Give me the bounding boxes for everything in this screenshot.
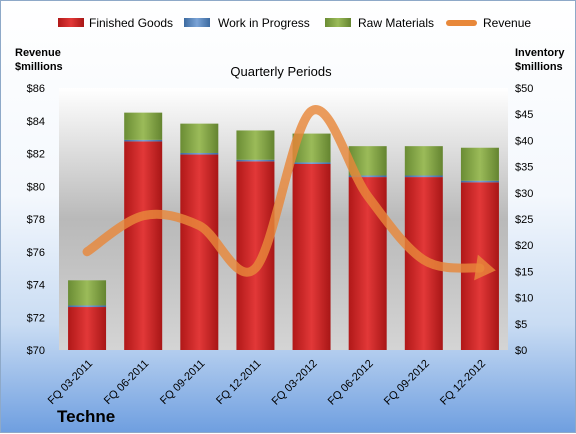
legend-label-work-in-progress: Work in Progress (218, 16, 310, 30)
x-tick-label: FQ 12-2011 (214, 358, 263, 407)
right-axis-title-line2: $millions (515, 61, 563, 73)
bar-work-in-progress-7 (460, 180, 499, 183)
left-tick-label: $76 (27, 247, 45, 259)
bar-finished-goods-0 (68, 307, 107, 350)
bar-work-in-progress-2 (180, 152, 219, 155)
x-axis: FQ 03-2011 FQ 06-2011 FQ 09-2011 FQ 12-2011… (46, 358, 488, 408)
bar-work-in-progress-5 (348, 175, 387, 178)
right-axis-title-line1: Inventory (515, 47, 565, 59)
legend-label-revenue: Revenue (483, 16, 531, 30)
bar-raw-materials-2 (180, 123, 219, 153)
bar-raw-materials-6 (404, 146, 443, 176)
bar-work-in-progress-0 (68, 305, 107, 308)
company-name: Techne (57, 407, 115, 426)
left-axis: $70 $72 $74 $76 $78 $80 $82 $84 $86 (27, 83, 45, 357)
bar-raw-materials-7 (460, 147, 499, 181)
x-tick-label: FQ 06-2011 (102, 358, 151, 407)
left-tick-label: $84 (27, 116, 45, 128)
bar-work-in-progress-1 (124, 139, 163, 142)
left-axis-title-line1: Revenue (15, 47, 61, 59)
right-tick-label: $10 (515, 293, 533, 305)
right-tick-label: $45 (515, 109, 533, 121)
left-tick-label: $74 (27, 280, 45, 292)
chart-title: Quarterly Periods (230, 64, 332, 79)
x-tick-label: FQ 09-2011 (158, 358, 207, 407)
bar-work-in-progress-6 (404, 175, 443, 178)
right-tick-label: $25 (515, 214, 533, 226)
right-tick-label: $5 (515, 319, 527, 331)
legend: Finished Goods Work in Progress Raw Mate… (58, 16, 531, 30)
left-tick-label: $72 (27, 312, 45, 324)
x-tick-label: FQ 09-2012 (382, 358, 432, 408)
left-tick-label: $78 (27, 214, 45, 226)
legend-swatch-raw-materials (325, 18, 351, 27)
bar-raw-materials-1 (124, 112, 163, 140)
right-axis: $0 $5 $10 $15 $20 $25 $30 $35 $40 $45 $50 (515, 83, 533, 357)
right-tick-label: $40 (515, 135, 533, 147)
left-tick-label: $70 (27, 345, 45, 357)
revenue-line-group (82, 105, 496, 281)
right-tick-label: $15 (515, 266, 533, 278)
x-tick-label: FQ 12-2012 (438, 358, 488, 408)
bar-raw-materials-0 (68, 280, 107, 306)
legend-label-finished-goods: Finished Goods (89, 16, 173, 30)
right-tick-label: $30 (515, 188, 533, 200)
x-tick-label: FQ 06-2012 (326, 358, 376, 408)
left-tick-label: $86 (27, 83, 45, 95)
left-tick-label: $82 (27, 149, 45, 161)
right-tick-label: $50 (515, 83, 533, 95)
bar-work-in-progress-3 (236, 159, 275, 162)
bar-finished-goods-2 (180, 154, 219, 350)
left-tick-label: $80 (27, 181, 45, 193)
bar-finished-goods-4 (292, 163, 331, 350)
right-tick-label: $0 (515, 345, 527, 357)
legend-swatch-work-in-progress (184, 18, 210, 27)
revenue-arrowhead (474, 254, 496, 281)
legend-swatch-finished-goods (58, 18, 84, 27)
bar-work-in-progress-4 (292, 162, 331, 164)
legend-label-raw-materials: Raw Materials (358, 16, 434, 30)
bar-finished-goods-1 (124, 141, 163, 350)
x-tick-label: FQ 03-2012 (270, 358, 320, 408)
right-tick-label: $20 (515, 240, 533, 252)
right-tick-label: $35 (515, 162, 533, 174)
revenue-line (82, 105, 485, 277)
x-tick-label: FQ 03-2011 (46, 358, 95, 407)
bar-raw-materials-3 (236, 130, 275, 160)
left-axis-title-line2: $millions (15, 61, 63, 73)
bar-finished-goods-3 (236, 161, 275, 350)
